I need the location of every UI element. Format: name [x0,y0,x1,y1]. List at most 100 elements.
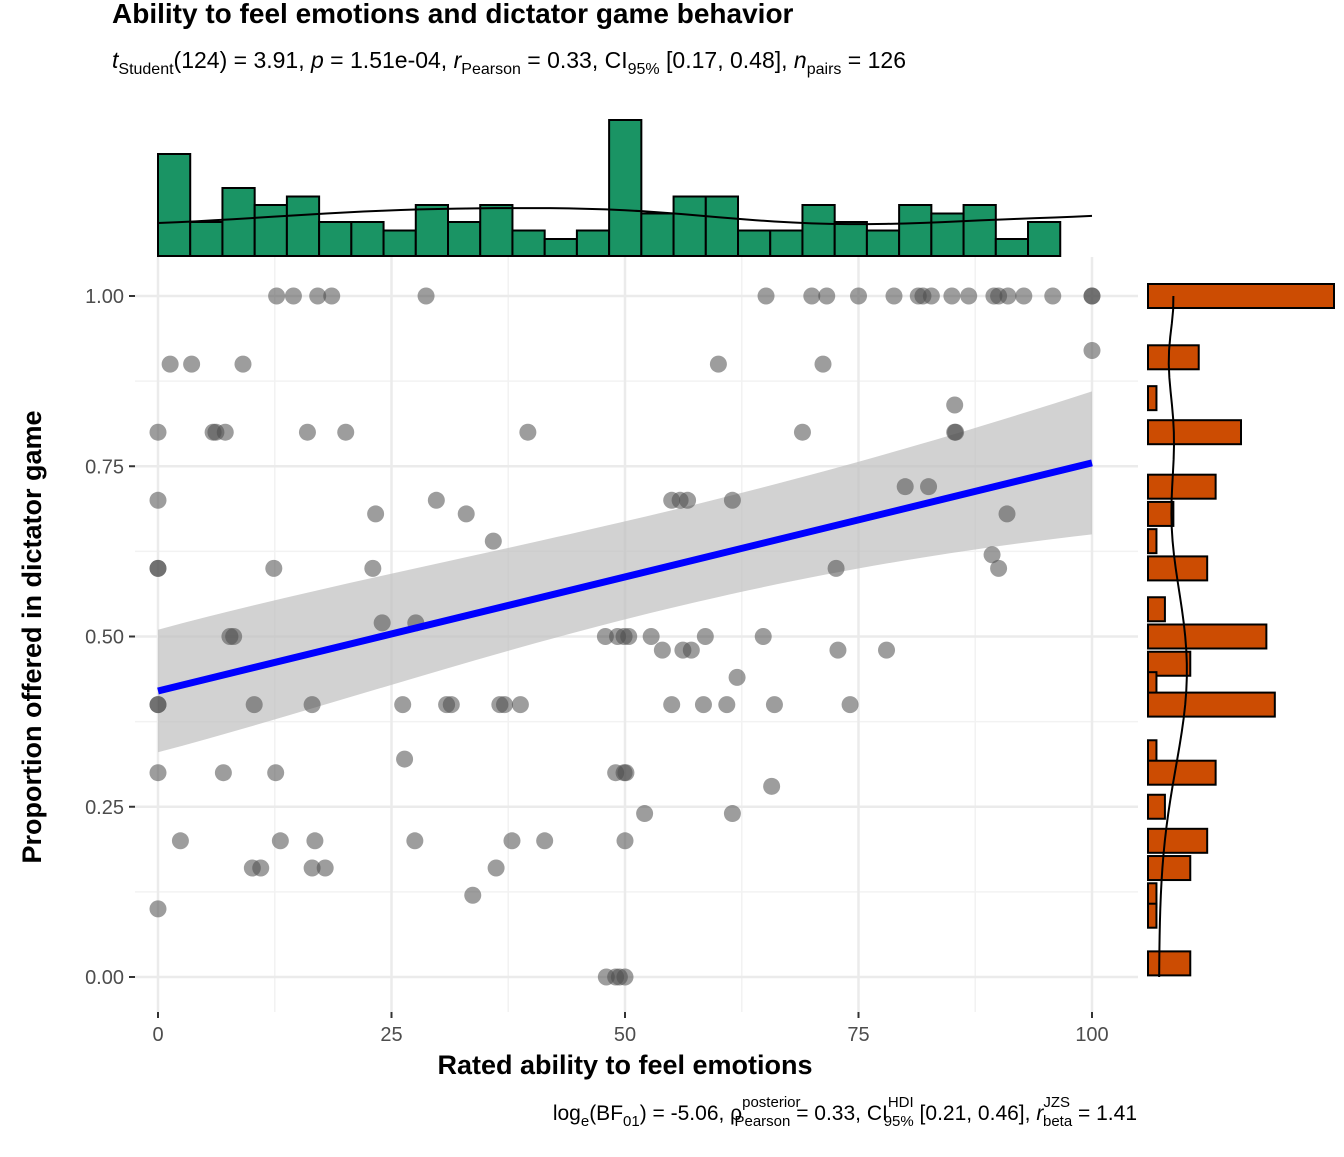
scatter-point [149,559,167,577]
top-histogram-bar [833,221,868,257]
scatter-point [679,491,697,509]
top-histogram-bar [801,204,836,257]
y-tick-label: 0.25 [85,797,124,819]
scatter-point [728,668,746,686]
scatter-point [487,859,505,877]
y-tick-label: 0.75 [85,456,124,478]
x-tick-label: 25 [380,1024,402,1046]
scatter-point [271,832,289,850]
scatter-point [990,559,1008,577]
scatter-point [620,628,638,645]
top-histogram-bar [865,229,901,257]
right-histogram-bar [1147,902,1158,929]
scatter-point [268,287,286,305]
top-histogram-bar [672,195,707,257]
top-histogram-bar [479,204,514,257]
regression-line-group [157,459,1093,695]
top-histogram-bar [157,153,192,257]
top-histogram-bar [769,229,804,257]
scatter-point [754,628,772,645]
scatter-point [511,696,529,714]
scatter-point [596,628,614,645]
scatter-point [850,287,867,305]
scatter-point [394,696,412,714]
scatter-point [616,968,634,986]
scatter-point [983,546,1001,564]
scatter-point [309,287,327,305]
scatter-point [536,832,554,850]
right-histogram-bar [1147,344,1200,371]
scatter-point [214,764,232,782]
scatter-point [284,287,302,305]
confidence-band [158,391,1092,753]
x-tick-label: 50 [614,1024,636,1046]
scatter-point [999,287,1017,305]
x-tick-label: 100 [1075,1024,1108,1046]
scatter-point [183,355,201,373]
scatter-point [417,287,435,305]
right-histogram [1147,283,1335,978]
scatter-point [1083,287,1101,305]
right-histogram-bar [1147,500,1175,527]
scatter-point [803,287,821,305]
scatter-point [814,355,832,373]
top-histogram-bar [1027,221,1062,257]
scatter-point [496,696,514,714]
right-histogram-bar [1147,950,1192,977]
top-histogram-bar [962,204,997,257]
right-histogram-bar [1147,855,1192,882]
scatter-point [827,559,845,577]
ci-band [158,391,1092,753]
chart-caption: loge(BF01) = -5.06, ρposterior Pearson = … [553,1094,1137,1130]
right-histogram-bar [1147,596,1166,623]
scatter-point [316,859,334,877]
scatter-point [427,491,445,509]
grid-lines [135,257,1138,1012]
scatter-point [149,900,167,918]
top-histogram-bar [447,221,482,257]
scatter-point [946,396,964,414]
scatter-point [303,859,321,877]
top-histogram-bar [930,212,965,257]
scatter-point [922,287,940,305]
right-histogram-bar [1147,283,1335,309]
scatter-point [636,805,654,823]
top-histogram-bar [414,204,450,257]
scatter-point [878,641,896,659]
scatter-point [149,491,167,509]
top-histogram-bar [285,195,321,257]
scatter-point [723,805,741,823]
top-histogram-bar [511,229,546,257]
right-histogram-bar [1147,691,1276,718]
scatter-point [696,628,714,645]
top-histogram-bar [543,238,578,257]
scatter-point [396,750,414,768]
y-tick-label: 0.50 [85,627,124,649]
scatter-point [793,423,811,441]
scatter-point [442,696,460,714]
scatter-point [960,287,978,305]
scatter-point [682,641,700,659]
top-histogram [157,119,1093,257]
scatter-point [267,764,285,782]
scatter-point [306,832,324,850]
scatter-point [216,423,234,441]
scatter-point [617,764,635,782]
scatter-point [373,614,391,632]
scatter-point [364,559,382,577]
top-histogram-bar [994,238,1030,257]
scatter-point [503,832,521,850]
right-histogram-bar [1147,623,1268,650]
right-histogram-bar [1147,385,1158,412]
scatter-point [885,287,903,305]
x-tick-label: 0 [152,1024,163,1046]
scatter-point [663,696,681,714]
right-histogram-bar [1147,759,1217,786]
scatter-point [829,641,847,659]
top-histogram-bar [253,204,288,257]
top-histogram-bar [575,229,611,257]
scatter-point [841,696,859,714]
scatter-point [464,886,482,904]
scatter-point [484,532,502,550]
right-histogram-bar [1147,419,1242,446]
